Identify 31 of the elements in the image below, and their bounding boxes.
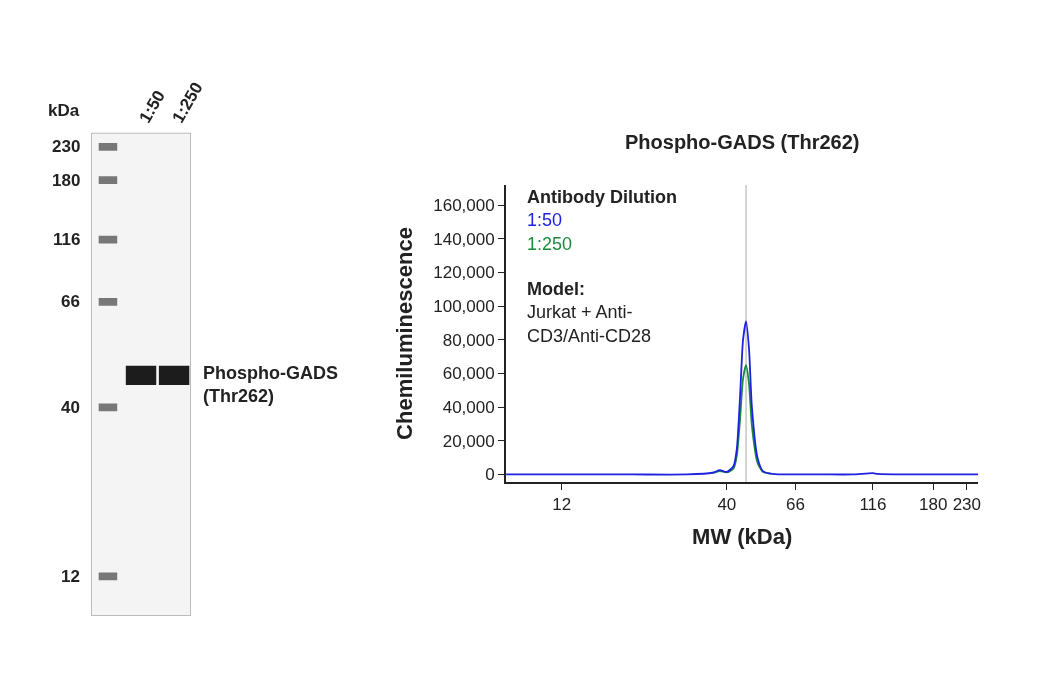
x-axis-title: MW (kDa)	[692, 523, 793, 549]
y-tick-label: 60,000	[442, 364, 495, 384]
y-tick-label: 160,000	[433, 196, 495, 216]
text: Phospho-GADS (Thr262)	[203, 363, 338, 407]
x-tick-label: 116	[859, 495, 887, 515]
y-tick-label: 100,000	[433, 297, 495, 317]
y-tick-label: 20,000	[442, 431, 495, 451]
text: kDa	[48, 101, 80, 120]
text: 12	[61, 567, 80, 586]
text: 66	[61, 292, 80, 311]
y-tick-label: 120,000	[433, 263, 495, 283]
annotation: Model:	[527, 279, 585, 299]
y-tick-label: 140,000	[433, 229, 495, 249]
x-tick-label: 230	[952, 495, 982, 515]
legend-title: Antibody Dilution	[527, 187, 677, 207]
text: 116	[53, 230, 81, 249]
y-tick-label: 0	[485, 465, 495, 485]
x-tick-label: 12	[552, 495, 572, 515]
x-tick-label: 40	[717, 495, 737, 515]
x-tick-label: 66	[786, 495, 806, 515]
y-axis-title: Chemiluminescence	[391, 227, 417, 440]
text: 1:50	[527, 210, 563, 231]
annotation: Jurkat + Anti-CD3/Anti-CD28	[527, 302, 652, 346]
text: 180	[52, 171, 81, 190]
text: 40	[61, 398, 80, 417]
y-tick-label: 40,000	[442, 398, 495, 418]
text: 230	[52, 137, 81, 156]
y-tick-label: 80,000	[442, 330, 495, 350]
text: 1:250	[527, 233, 573, 254]
chart-title: Phospho-GADS (Thr262)	[625, 131, 860, 153]
x-tick-label: 180	[919, 495, 948, 515]
